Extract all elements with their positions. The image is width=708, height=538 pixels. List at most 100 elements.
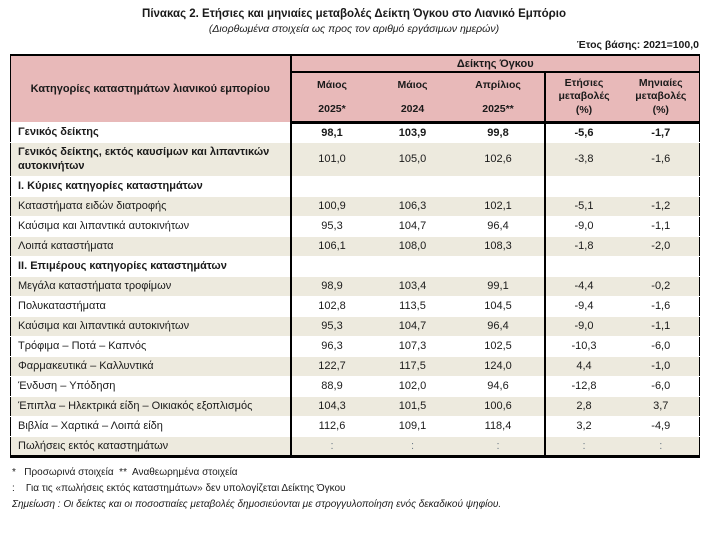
row-label: Έπιπλα – Ηλεκτρικά είδη – Οικιακός εξοπλ… <box>10 396 292 417</box>
table-row: Βιβλία – Χαρτικά – Λοιπά είδη 112,6 109,1 1… <box>10 416 700 437</box>
volume-index-span-header: Δείκτης Όγκου <box>290 55 700 74</box>
row-value <box>452 256 545 277</box>
header-line: μεταβολές <box>635 90 687 103</box>
row-label: Πολυκαταστήματα <box>10 296 292 317</box>
row-value: -4,4 <box>543 276 623 297</box>
row-value: 107,3 <box>372 336 453 357</box>
row-value: 99,1 <box>452 276 545 297</box>
row-value: -10,3 <box>543 336 623 357</box>
row-value: 101,0 <box>290 142 373 177</box>
row-value: -6,0 <box>622 376 700 397</box>
row-value: 96,3 <box>290 336 373 357</box>
page-subtitle: (Διορθωμένα στοιχεία ως προς τον αριθμό … <box>208 23 500 36</box>
row-value: -1,6 <box>622 142 700 177</box>
month-name: Μάιος <box>397 79 428 92</box>
month-year: 2024 <box>400 103 425 116</box>
table-body: Γενικός δείκτης 98,1 103,9 99,8 -5,6 -1,7 Γενι… <box>10 122 700 457</box>
row-value: -1,0 <box>622 356 700 377</box>
footnote-rounding-note: Σημείωση : Οι δείκτες και οι ποσοστιαίες… <box>12 498 502 510</box>
table-row: Γενικός δείκτης 98,1 103,9 99,8 -5,6 -1,7 <box>10 122 700 143</box>
row-value: -4,9 <box>622 416 700 437</box>
row-value: 2,8 <box>543 396 623 417</box>
table-row: Μεγάλα καταστήματα τροφίμων 98,9 103,4 99,1… <box>10 276 700 297</box>
row-value: 96,4 <box>452 316 545 337</box>
row-value: 3,7 <box>622 396 700 417</box>
row-value: 100,9 <box>290 196 373 217</box>
row-value: -1,1 <box>622 316 700 337</box>
table-row: Καύσιμα και λιπαντικά αυτοκινήτων 95,3 104… <box>10 316 700 337</box>
header-line: μεταβολές <box>558 90 610 103</box>
row-value: 98,9 <box>290 276 373 297</box>
row-value: 108,3 <box>452 236 545 257</box>
row-label: Λοιπά καταστήματα <box>10 236 292 257</box>
month-name: Μάιος <box>317 79 347 92</box>
row-value: : <box>543 436 623 457</box>
row-label: Ένδυση – Υπόδηση <box>10 376 292 397</box>
row-value: 117,5 <box>372 356 453 377</box>
row-value: 113,5 <box>372 296 453 317</box>
page-title: Πίνακας 2. Ετήσιες και μηνιαίες μεταβολέ… <box>142 8 566 20</box>
row-value <box>290 256 373 277</box>
row-label: Μεγάλα καταστήματα τροφίμων <box>10 276 292 297</box>
row-value: -1,6 <box>622 296 700 317</box>
row-value <box>543 176 623 197</box>
row-value: 104,7 <box>372 216 453 237</box>
row-value <box>543 256 623 277</box>
row-value: 124,0 <box>452 356 545 377</box>
row-value: -1,1 <box>622 216 700 237</box>
row-label: Πωλήσεις εκτός καταστημάτων <box>10 436 292 457</box>
table-row: Γενικός δείκτης, εκτός καυσίμων και λιπα… <box>10 142 700 177</box>
base-year-label: Έτος βάσης: 2021=100,0 <box>576 39 699 52</box>
table-row: Καύσιμα και λιπαντικά αυτοκινήτων 95,3 104… <box>10 216 700 237</box>
row-value: -9,0 <box>543 216 623 237</box>
table-row: Φαρμακευτικά – Καλλυντικά 122,7 117,5 124,0… <box>10 356 700 377</box>
row-value: -2,0 <box>622 236 700 257</box>
table-row: Ένδυση – Υπόδηση 88,9 102,0 94,6 -12,8 -6,0 <box>10 376 700 397</box>
row-value: -1,2 <box>622 196 700 217</box>
row-label: Γενικός δείκτης, εκτός καυσίμων και λιπα… <box>10 142 292 177</box>
month-year: 2025* <box>318 103 346 116</box>
row-value: 106,1 <box>290 236 373 257</box>
row-value <box>372 176 453 197</box>
row-value: : <box>452 436 545 457</box>
row-value: 95,3 <box>290 316 373 337</box>
row-value: -1,7 <box>622 122 700 143</box>
row-value: 109,1 <box>372 416 453 437</box>
table-header: Κατηγορίες καταστημάτων λιανικού εμπορίο… <box>10 55 700 124</box>
row-value: -5,6 <box>543 122 623 143</box>
row-value: 101,5 <box>372 396 453 417</box>
row-value <box>622 256 700 277</box>
row-value: 102,6 <box>452 142 545 177</box>
row-label: Καταστήματα ειδών διατροφής <box>10 196 292 217</box>
row-value: 99,8 <box>452 122 545 143</box>
row-value: -3,8 <box>543 142 623 177</box>
row-value: 94,6 <box>452 376 545 397</box>
row-value: 104,5 <box>452 296 545 317</box>
month-name: Απρίλιος <box>475 79 521 92</box>
table-row: Πωλήσεις εκτός καταστημάτων::::: <box>10 436 700 457</box>
footnote-provisional: * Προσωρινά στοιχεία ** Αναθεωρημένα στο… <box>12 466 238 478</box>
row-value: 102,0 <box>372 376 453 397</box>
row-value: -9,4 <box>543 296 623 317</box>
row-value: -6,0 <box>622 336 700 357</box>
row-label: Καύσιμα και λιπαντικά αυτοκινήτων <box>10 216 292 237</box>
section-row: Ι. Κύριες κατηγορίες καταστημάτων <box>10 176 700 197</box>
row-value: 88,9 <box>290 376 373 397</box>
row-value: : <box>622 436 700 457</box>
row-value: 112,6 <box>290 416 373 437</box>
table-row: Τρόφιμα – Ποτά – Καπνός 96,3 107,3 102,5 -10… <box>10 336 700 357</box>
column-header-monthly-change: Μηνιαίες μεταβολές (%) <box>622 72 700 124</box>
row-value: 4,4 <box>543 356 623 377</box>
row-value: 98,1 <box>290 122 373 143</box>
row-value: 108,0 <box>372 236 453 257</box>
column-header-may-2024: Μάιος 2024 <box>372 72 453 124</box>
row-value: : <box>290 436 373 457</box>
row-value: 122,7 <box>290 356 373 377</box>
category-column-header: Κατηγορίες καταστημάτων λιανικού εμπορίο… <box>10 55 292 123</box>
row-value: -0,2 <box>622 276 700 297</box>
row-label: Βιβλία – Χαρτικά – Λοιπά είδη <box>10 416 292 437</box>
row-label: Τρόφιμα – Ποτά – Καπνός <box>10 336 292 357</box>
row-value: -5,1 <box>543 196 623 217</box>
footnote-colon: : Για τις «πωλήσεις εκτός καταστημάτων» … <box>12 482 346 494</box>
row-value: : <box>372 436 453 457</box>
